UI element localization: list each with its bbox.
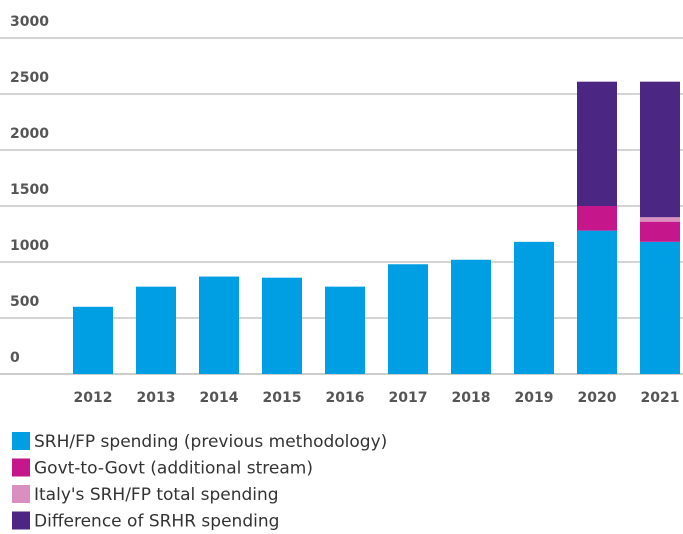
bar-segment [136,286,176,374]
x-tick-label: 2018 [452,390,491,406]
y-tick-label: 2000 [10,126,49,142]
bar-segment [640,217,680,222]
legend-label: Difference of SRHR spending [34,512,279,532]
bar-segment [577,230,617,374]
bar-segment [640,221,680,242]
x-tick-label: 2014 [200,390,239,406]
bar-segment [514,241,554,374]
legend-swatch [12,458,30,477]
y-tick-label: 0 [10,350,20,366]
y-tick-label: 1500 [10,182,49,198]
bar-segment [73,306,113,374]
x-tick-label: 2015 [263,390,302,406]
bar-segment [388,264,428,374]
bar-segment [577,81,617,206]
legend-swatch [12,432,30,450]
y-tick-label: 2500 [10,70,49,86]
bar-segment [199,276,239,374]
legend-label: Govt-to-Govt (additional stream) [34,459,313,479]
x-tick-label: 2013 [137,390,176,406]
x-tick-label: 2017 [389,390,428,406]
legend-swatch [12,511,30,530]
bar-segment [577,206,617,231]
legend-swatch [12,485,30,503]
bar-segment [640,241,680,374]
x-tick-label: 2019 [515,390,554,406]
legend-label: SRH/FP spending (previous methodology) [34,432,387,452]
legend-label: Italy's SRH/FP total spending [34,485,279,505]
y-tick-label: 1000 [10,238,49,254]
x-tick-label: 2012 [74,390,113,406]
x-tick-label: 2016 [326,390,365,406]
bar-segment [325,286,365,374]
bar-segment [640,81,680,218]
y-tick-label: 3000 [10,14,49,30]
y-tick-label: 500 [10,294,39,310]
bar-segment [451,259,491,374]
x-tick-label: 2021 [641,390,680,406]
bar-segment [262,277,302,374]
x-tick-label: 2020 [578,390,617,406]
